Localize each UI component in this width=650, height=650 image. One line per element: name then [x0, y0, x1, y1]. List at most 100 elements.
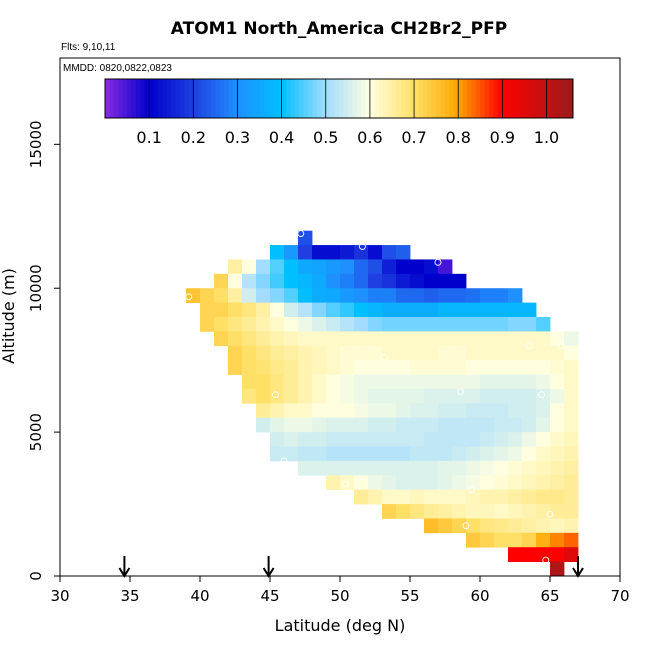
heatmap-cell [424, 403, 439, 419]
down-arrow-icon [572, 556, 584, 578]
heatmap-cell [522, 317, 537, 332]
colorbar-segment [144, 79, 150, 118]
sample-point [297, 230, 305, 237]
heatmap-cell [564, 475, 579, 491]
colorbar-segment [467, 79, 472, 118]
heatmap-cell [340, 273, 355, 289]
heatmap-cell [228, 345, 243, 361]
heatmap-cell [340, 302, 355, 318]
heatmap-cell [354, 388, 369, 404]
heatmap-cell [368, 489, 383, 505]
heatmap-cell [256, 317, 271, 332]
colorbar-tick-label: 1.0 [534, 128, 559, 147]
heatmap-cell [368, 417, 383, 433]
heatmap-cell [298, 345, 313, 361]
heatmap-cell [382, 302, 397, 318]
heatmap-cell [326, 374, 341, 390]
heatmap-cell [494, 403, 509, 419]
heatmap-cell [438, 302, 453, 318]
heatmap-cell [200, 302, 215, 318]
heatmap-cell [396, 331, 411, 347]
heatmap-cell [536, 518, 551, 534]
heatmap-cell [312, 432, 327, 447]
heatmap-cell [256, 374, 271, 390]
heatmap-cell [410, 475, 425, 491]
colorbar-segment [546, 79, 552, 118]
y-tick-label: 15000 [27, 120, 45, 168]
heatmap-cell [536, 374, 551, 390]
heatmap-cell [284, 417, 299, 433]
heatmap-cell [298, 374, 313, 390]
heatmap-cell [480, 302, 495, 318]
heatmap-cell [410, 345, 425, 361]
heatmap-cell [564, 331, 579, 347]
heatmap-cell [368, 288, 383, 304]
colorbar-segment [286, 79, 291, 118]
heatmap-cell [536, 317, 551, 332]
heatmap-cell [284, 345, 299, 361]
heatmap-cell [410, 331, 425, 347]
heatmap-cell [298, 432, 313, 447]
heatmap-cell [466, 446, 481, 462]
heatmap-cell [410, 403, 425, 419]
heatmap-cell [340, 432, 355, 447]
heatmap-cell [382, 374, 397, 390]
heatmap-cell [550, 561, 565, 577]
heatmap-cell [382, 446, 397, 462]
heatmap-cell [438, 259, 453, 275]
colorbar-segment [281, 79, 287, 118]
sample-point [381, 353, 389, 361]
colorbar-segment [272, 79, 278, 118]
heatmap-cell [550, 360, 565, 375]
heatmap-cell [522, 345, 537, 361]
heatmap-cell [466, 288, 481, 304]
heatmap-cell [368, 273, 383, 289]
heatmap-cell [494, 360, 509, 375]
colorbar-segment [502, 79, 508, 118]
colorbar-segment [559, 79, 565, 118]
heatmap-cell [298, 460, 313, 476]
heatmap-cell [312, 460, 327, 476]
heatmap-cell [452, 331, 467, 347]
heatmap-cell [354, 403, 369, 419]
x-axis: 30 35 40 45 50 55 60 65 70 [50, 576, 630, 605]
heatmap-cell [536, 532, 551, 548]
heatmap-cell [368, 331, 383, 347]
sample-point [546, 510, 554, 518]
colorbar-segment [440, 79, 446, 118]
heatmap-cell [284, 432, 299, 447]
heatmap-cell [466, 331, 481, 347]
heatmap-cell [508, 547, 523, 563]
heatmap-cell [354, 259, 369, 275]
colorbar-segment [422, 79, 428, 118]
heatmap-cell [368, 446, 383, 462]
heatmap-cell [550, 460, 565, 476]
colorbar-segment [497, 79, 503, 118]
heatmap-cell [508, 475, 523, 491]
heatmap-cell [438, 288, 453, 304]
heatmap-cell [270, 432, 285, 447]
heatmap-cell [396, 302, 411, 318]
heatmap-cell [396, 259, 411, 275]
heatmap-cell [536, 345, 551, 361]
heatmap-cell [508, 403, 523, 419]
heatmap-cell [284, 245, 299, 260]
colorbar-segment [524, 79, 530, 118]
heatmap-cell [382, 345, 397, 361]
colorbar-segment [215, 79, 221, 118]
heatmap-cell [410, 273, 425, 289]
heatmap-cell [536, 388, 551, 404]
sample-point [462, 522, 470, 530]
heatmap-cell [284, 388, 299, 404]
heatmap-cell [298, 230, 313, 246]
heatmap-cell [550, 432, 565, 447]
colorbar-segment [493, 79, 499, 118]
heatmap-cell [396, 432, 411, 447]
colorbar-tick-label: 0.7 [401, 128, 426, 147]
heatmap-cell [466, 460, 481, 476]
colorbar-segment [352, 79, 358, 118]
heatmap-cell [550, 547, 565, 563]
sample-point [280, 457, 288, 465]
heatmap-cell [284, 374, 299, 390]
